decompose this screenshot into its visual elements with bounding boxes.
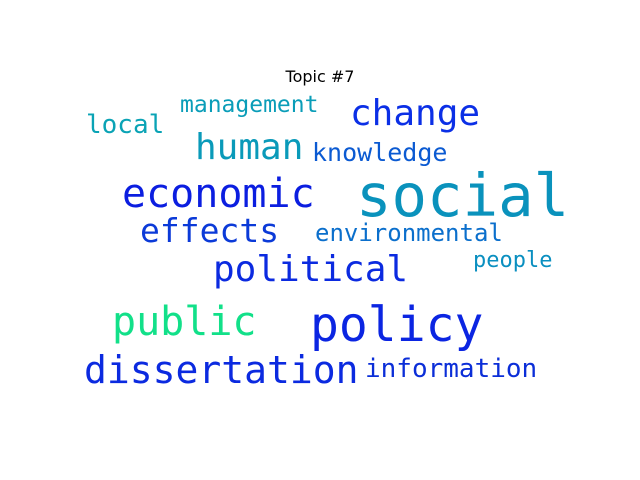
figure-title: Topic #7 [285, 67, 355, 86]
word-local: local [86, 110, 165, 140]
word-management: management [180, 92, 319, 118]
word-political: political [213, 249, 409, 290]
word-dissertation: dissertation [84, 348, 359, 392]
word-cloud: management local change human knowledge … [80, 88, 576, 390]
word-environmental: environmental [315, 219, 503, 247]
word-economic: economic [122, 171, 315, 217]
word-social: social [356, 161, 570, 230]
word-information: information [365, 354, 538, 384]
word-policy: policy [310, 297, 484, 353]
word-knowledge: knowledge [312, 138, 448, 167]
word-public: public [112, 299, 257, 345]
word-change: change [350, 93, 481, 134]
word-effects: effects [140, 211, 280, 250]
word-people: people [473, 248, 553, 273]
word-human: human [195, 127, 304, 168]
